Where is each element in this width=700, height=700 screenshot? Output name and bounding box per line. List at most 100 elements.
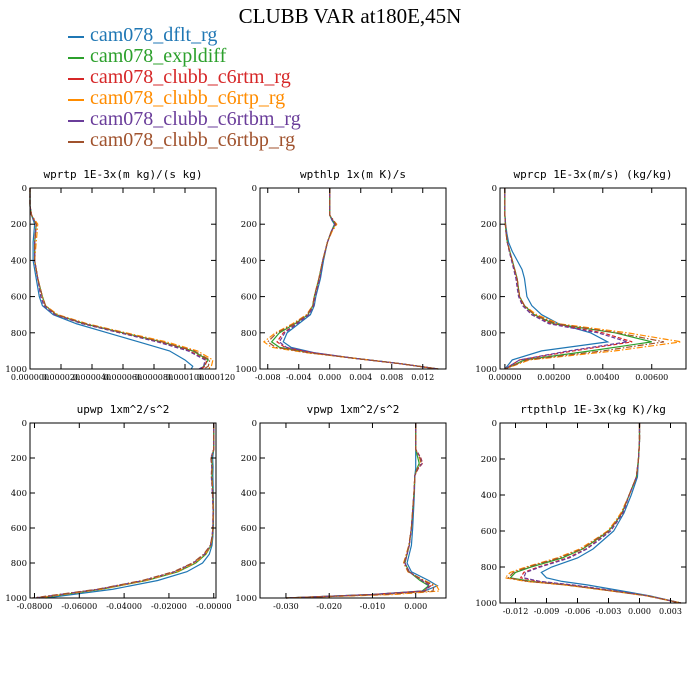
y-tick-label: 0 xyxy=(22,419,27,429)
series-line xyxy=(262,188,439,370)
x-tick-label: -0.06000 xyxy=(61,602,97,611)
series-line xyxy=(45,423,215,599)
x-tick-label: 0.000040 xyxy=(73,373,111,382)
y-tick-label: 600 xyxy=(11,524,27,534)
y-tick-label: 800 xyxy=(11,329,27,339)
y-tick-label: 800 xyxy=(11,559,27,569)
series-line xyxy=(29,188,211,370)
series-line xyxy=(282,188,439,370)
chart-panel: upwp 1xm^2/s^202004006008001000-0.08000-… xyxy=(5,403,231,611)
series-line xyxy=(285,423,441,599)
legend-item: cam078_dflt_rg xyxy=(66,24,386,48)
series-line xyxy=(29,188,210,370)
y-tick-label: 400 xyxy=(481,256,497,266)
y-tick-label: 400 xyxy=(11,256,27,266)
y-tick-label: 200 xyxy=(481,220,497,230)
series-line xyxy=(504,188,628,370)
y-tick-label: 0 xyxy=(492,419,497,429)
y-tick-label: 800 xyxy=(241,559,257,569)
panel-title: upwp 1xm^2/s^2 xyxy=(77,403,170,416)
legend-label: cam078_expldiff xyxy=(90,45,227,67)
y-tick-label: 1000 xyxy=(475,365,497,375)
x-tick-label: -0.012 xyxy=(503,607,529,616)
legend-swatch xyxy=(68,57,84,59)
legend-label: cam078_clubb_c6rtbm_rg xyxy=(90,108,301,130)
legend-item: cam078_clubb_c6rtbp_rg xyxy=(66,129,386,153)
y-tick-label: 600 xyxy=(241,524,257,534)
axes-frame xyxy=(259,422,447,599)
legend-label: cam078_dflt_rg xyxy=(90,24,218,46)
y-tick-label: 200 xyxy=(11,220,27,230)
x-tick-label: 0.003 xyxy=(659,607,682,616)
axes-frame xyxy=(259,187,447,370)
x-tick-label: 0.00600 xyxy=(635,373,668,382)
chart-panel: rtpthlp 1E-3x(kg K)/kg02004006008001000-… xyxy=(475,403,687,616)
y-tick-label: 400 xyxy=(11,489,27,499)
legend-swatch xyxy=(68,36,84,38)
x-tick-label: 0.004 xyxy=(349,373,372,382)
series-line xyxy=(522,423,681,604)
series-line xyxy=(509,423,681,604)
x-tick-label: 0.012 xyxy=(411,373,434,382)
x-tick-label: -0.010 xyxy=(360,602,386,611)
y-tick-label: 600 xyxy=(481,293,497,303)
series-line xyxy=(276,188,439,370)
y-tick-label: 200 xyxy=(241,220,257,230)
y-tick-label: 800 xyxy=(481,329,497,339)
x-tick-label: -0.00000 xyxy=(196,602,232,611)
y-tick-label: 200 xyxy=(11,454,27,464)
series-line xyxy=(507,423,681,604)
legend-item: cam078_clubb_c6rtp_rg xyxy=(66,87,386,111)
y-tick-label: 1000 xyxy=(5,594,27,604)
chart-panel: wpthlp 1x(m K)/s 0 200 400 600 800 1000-0.008-… xyxy=(235,168,447,382)
y-tick-label: 400 xyxy=(481,491,497,501)
y-tick-label: 800 xyxy=(481,563,497,573)
y-tick-label: 800 xyxy=(241,329,257,339)
axes-frame xyxy=(29,187,217,370)
series-line xyxy=(266,188,439,370)
series-line xyxy=(503,423,681,604)
x-tick-label: -0.030 xyxy=(273,602,299,611)
chart-panel: vpwp 1xm^2/s^2 0 200 400 600 800 1000 -0.030 -0.… xyxy=(235,403,447,611)
x-tick-label: -0.004 xyxy=(286,373,312,382)
legend-label: cam078_clubb_c6rtbp_rg xyxy=(90,129,296,151)
x-tick-label: -0.008 xyxy=(255,373,281,382)
y-tick-label: 0 xyxy=(252,419,257,429)
y-tick-label: 600 xyxy=(481,527,497,537)
y-tick-label: 400 xyxy=(241,489,257,499)
legend-swatch xyxy=(68,120,84,122)
x-tick-label: 0.000020 xyxy=(42,373,80,382)
series-line xyxy=(504,188,682,370)
y-tick-label: 1000 xyxy=(475,599,497,609)
x-tick-label: 0.000100 xyxy=(166,373,204,382)
x-tick-label: 0.000 xyxy=(404,602,427,611)
legend-item: cam078_expldiff xyxy=(66,45,386,69)
x-tick-label: 0.00200 xyxy=(537,373,570,382)
y-tick-label: 600 xyxy=(11,293,27,303)
x-tick-label: -0.08000 xyxy=(17,602,53,611)
y-tick-label: 1000 xyxy=(5,365,27,375)
chart-panel: wprcp 1E-3x(m/s) (kg/kg) 0 200 400 600 800 100… xyxy=(475,168,687,382)
series-line xyxy=(504,188,665,370)
x-tick-label: 0.00400 xyxy=(586,373,619,382)
x-tick-label: -0.009 xyxy=(534,607,560,616)
x-tick-label: -0.020 xyxy=(316,602,342,611)
legend-swatch xyxy=(68,99,84,101)
legend-label: cam078_clubb_c6rtm_rg xyxy=(90,66,291,88)
series-line xyxy=(29,188,208,370)
series-line xyxy=(504,188,610,370)
series-line xyxy=(29,188,206,370)
series-line xyxy=(29,188,214,370)
series-line xyxy=(270,188,439,370)
panel-title: vpwp 1xm^2/s^2 xyxy=(307,403,400,416)
series-line xyxy=(504,188,652,370)
y-tick-label: 600 xyxy=(241,293,257,303)
figure-title: CLUBB VAR at180E,45N xyxy=(238,4,462,28)
y-tick-label: 0 xyxy=(492,184,497,194)
series-line xyxy=(540,423,681,604)
y-tick-label: 1000 xyxy=(235,594,257,604)
y-tick-label: 200 xyxy=(481,455,497,465)
legend-label: cam078_clubb_c6rtp_rg xyxy=(90,87,286,109)
series-line xyxy=(285,423,435,599)
